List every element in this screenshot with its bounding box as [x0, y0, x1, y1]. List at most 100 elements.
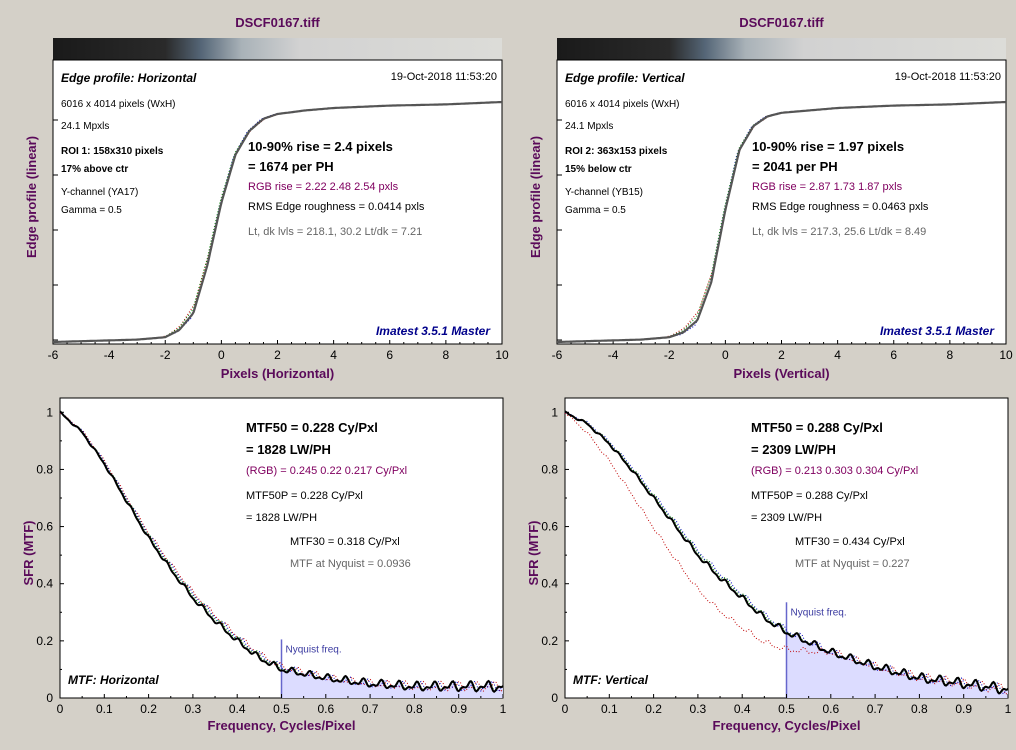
nyquist-label: Nyquist freq. — [791, 607, 847, 618]
mtf-curve — [564, 410, 1009, 695]
x-axis-label: Pixels (Vertical) — [733, 366, 829, 381]
mtf-panel-v: Nyquist freq. 0 0.1 0.2 0.3 0.4 0.5 0.6 0.7 0.8 0.… — [526, 397, 1012, 733]
roi-size: ROI 1: 158x310 pixels — [61, 146, 164, 157]
x-tick-label: 0.9 — [955, 702, 972, 716]
x-tick-label: 0.2 — [140, 702, 157, 716]
x-tick-label: 1 — [500, 702, 507, 716]
roi-position: 17% above ctr — [61, 164, 128, 175]
x-tick-label: 8 — [443, 348, 450, 362]
x-tick-label: 0 — [218, 348, 225, 362]
mtf-label: MTF: Horizontal — [68, 673, 159, 687]
x-tick-label: 0 — [57, 702, 64, 716]
x-tick-label: 10 — [495, 348, 509, 362]
x-tick-label: 10 — [999, 348, 1013, 362]
x-tick-label: 0.1 — [601, 702, 618, 716]
mtf30-value: MTF30 = 0.318 Cy/Pxl — [290, 536, 400, 548]
brand-label: Imatest 3.5.1 Master — [376, 324, 491, 338]
mtf50-value: MTF50 = 0.288 Cy/Pxl — [751, 420, 883, 435]
mtf50-rgb: (RGB) = 0.245 0.22 0.217 Cy/Pxl — [246, 465, 407, 477]
mtf-panel-h: Nyquist freq. 0 0.1 0.2 0.3 0.4 0.5 0.6 0.7 0.8 0.… — [21, 397, 507, 733]
x-axis-label: Pixels (Horizontal) — [221, 366, 334, 381]
rms-roughness: RMS Edge roughness = 0.0463 pxls — [752, 201, 929, 213]
y-tick-label: 0.6 — [36, 520, 53, 534]
x-tick-label: -2 — [664, 348, 675, 362]
x-tick-label: 0.8 — [911, 702, 928, 716]
x-tick-label: -6 — [552, 348, 563, 362]
mtf50p-lwph: = 1828 LW/PH — [246, 512, 317, 524]
brand-label: Imatest 3.5.1 Master — [880, 324, 995, 338]
edge-profile-curve — [557, 100, 1007, 344]
mtf50-value: MTF50 = 0.228 Cy/Pxl — [246, 420, 378, 435]
x-tick-label: 0 — [722, 348, 729, 362]
edge-image-strip — [53, 38, 502, 60]
rise-value: 10-90% rise = 2.4 pixels — [248, 139, 393, 154]
mtf50p-lwph: = 2309 LW/PH — [751, 512, 822, 524]
nyquist-region — [786, 633, 1008, 698]
mtf50-rgb: (RGB) = 0.213 0.303 0.304 Cy/Pxl — [751, 465, 918, 477]
panel-title: DSCF0167.tiff — [235, 15, 320, 30]
mtf50-lwph: = 1828 LW/PH — [246, 442, 331, 457]
x-tick-label: -4 — [104, 348, 115, 362]
roi-size: ROI 2: 363x153 pixels — [565, 146, 668, 157]
timestamp: 19-Oct-2018 11:53:20 — [895, 71, 1001, 83]
edge-panel-h: DSCF0167.tiff -6 -4 -2 0 2 4 6 8 10 Edge profile: … — [24, 15, 509, 381]
y-tick-label: 0.4 — [36, 577, 53, 591]
gamma: Gamma = 0.5 — [565, 205, 626, 216]
y-tick-label: 1 — [46, 405, 53, 419]
edge-image-strip — [557, 38, 1006, 60]
edge-label: Edge profile: Vertical — [565, 71, 685, 85]
edge-label: Edge profile: Horizontal — [61, 71, 197, 85]
x-tick-label: 0.2 — [645, 702, 662, 716]
x-tick-label: -2 — [160, 348, 171, 362]
x-tick-label: 8 — [947, 348, 954, 362]
x-tick-label: 0.5 — [273, 702, 290, 716]
mtf50p-value: MTF50P = 0.228 Cy/Pxl — [246, 490, 363, 502]
panel-title: DSCF0167.tiff — [739, 15, 824, 30]
image-size: 6016 x 4014 pixels (WxH) — [61, 99, 176, 110]
x-axis-label: Frequency, Cycles/Pixel — [713, 718, 861, 733]
y-tick-label: 0.6 — [541, 520, 558, 534]
y-axis-label: SFR (MTF) — [21, 521, 36, 586]
x-tick-label: 0.6 — [317, 702, 334, 716]
mtf-label: MTF: Vertical — [573, 673, 649, 687]
y-tick-label: 0 — [551, 691, 558, 705]
edge-plot-area — [556, 59, 1007, 345]
levels: Lt, dk lvls = 217.3, 25.6 Lt/dk = 8.49 — [752, 226, 926, 238]
megapixels: 24.1 Mpxls — [61, 121, 109, 132]
rgb-rise: RGB rise = 2.22 2.48 2.54 pxls — [248, 181, 399, 193]
x-tick-label: 0.3 — [185, 702, 202, 716]
x-tick-label: 0.9 — [450, 702, 467, 716]
y-tick-label: 0.8 — [36, 462, 53, 476]
channel: Y-channel (YB15) — [565, 187, 643, 198]
channel: Y-channel (YA17) — [61, 187, 138, 198]
x-tick-label: 2 — [778, 348, 785, 362]
y-axis-label: Edge profile (linear) — [528, 136, 543, 258]
rise-value: 10-90% rise = 1.97 pixels — [752, 139, 904, 154]
rgb-rise: RGB rise = 2.87 1.73 1.87 pxls — [752, 181, 903, 193]
x-tick-label: 0.7 — [867, 702, 884, 716]
x-tick-label: -6 — [48, 348, 59, 362]
mtf-at-nyquist: MTF at Nyquist = 0.0936 — [290, 558, 411, 570]
x-tick-label: 0.4 — [734, 702, 751, 716]
x-tick-label: 1 — [1005, 702, 1012, 716]
x-tick-label: 4 — [330, 348, 337, 362]
y-tick-label: 0.4 — [541, 577, 558, 591]
gamma: Gamma = 0.5 — [61, 205, 122, 216]
x-tick-label: 0.3 — [690, 702, 707, 716]
mtf30-value: MTF30 = 0.434 Cy/Pxl — [795, 536, 905, 548]
levels: Lt, dk lvls = 218.1, 30.2 Lt/dk = 7.21 — [248, 226, 422, 238]
x-axis-label: Frequency, Cycles/Pixel — [208, 718, 356, 733]
y-axis-label: Edge profile (linear) — [24, 136, 39, 258]
nyquist-label: Nyquist freq. — [286, 644, 342, 655]
x-tick-label: 6 — [386, 348, 393, 362]
megapixels: 24.1 Mpxls — [565, 121, 613, 132]
x-tick-label: 0.4 — [229, 702, 246, 716]
y-axis-label: SFR (MTF) — [526, 521, 541, 586]
y-tick-label: 0.8 — [541, 462, 558, 476]
edge-panel-v: DSCF0167.tiff -6 -4 -2 0 2 4 6 8 10 Edge profile: … — [528, 15, 1013, 381]
x-tick-label: 2 — [274, 348, 281, 362]
mtf-at-nyquist: MTF at Nyquist = 0.227 — [795, 558, 910, 570]
edge-plot-area — [52, 59, 503, 345]
edge-profile-curve — [53, 100, 503, 344]
